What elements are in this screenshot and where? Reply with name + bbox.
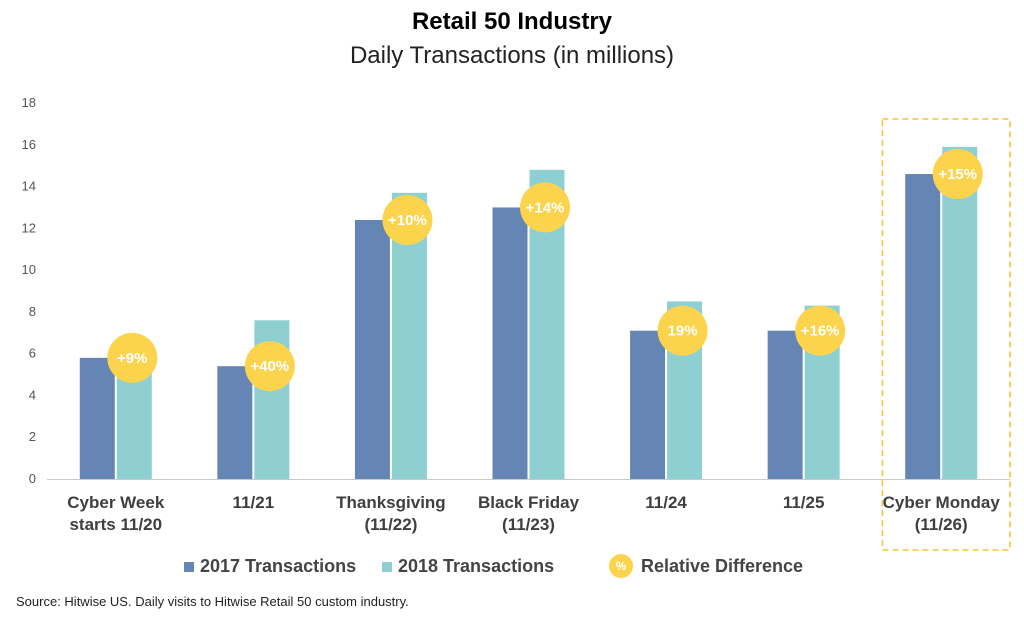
bar-2017 <box>354 219 390 479</box>
difference-label: +10% <box>388 212 427 229</box>
y-tick-label: 16 <box>22 137 36 152</box>
y-tick-label: 12 <box>22 220 36 235</box>
legend-label-2017: 2017 Transactions <box>200 556 357 576</box>
legend-label-2018: 2018 Transactions <box>398 556 555 576</box>
difference-label: +15% <box>938 166 977 183</box>
bar-2017 <box>217 366 253 479</box>
x-tick-label: Thanksgiving <box>336 493 446 512</box>
difference-bubble <box>107 332 158 383</box>
x-tick-label: 11/25 <box>783 493 825 512</box>
x-tick-label: 11/24 <box>645 493 687 512</box>
x-tick-label: Cyber Week <box>67 493 165 512</box>
difference-bubble <box>520 182 570 233</box>
y-tick-label: 2 <box>29 429 36 444</box>
x-tick-label: 11/21 <box>233 493 275 512</box>
difference-bubble <box>932 149 983 200</box>
bar-2017 <box>79 357 115 479</box>
x-tick-label: Cyber Monday <box>883 493 1001 512</box>
difference-bubble <box>244 341 295 392</box>
bar-2018 <box>942 146 978 479</box>
legend-item-difference: % Relative Difference <box>609 554 803 578</box>
x-tick-label: starts 11/20 <box>69 515 162 534</box>
x-tick-label: (11/23) <box>502 515 555 534</box>
x-tick-label: (11/22) <box>364 515 417 534</box>
chart-title: Retail 50 Industry <box>411 8 613 35</box>
legend-label-difference: Relative Difference <box>641 555 804 576</box>
difference-bubble <box>795 305 846 356</box>
difference-bubble <box>382 194 433 245</box>
difference-label: 19% <box>668 323 698 340</box>
difference-label: +16% <box>801 323 840 340</box>
y-tick-label: 10 <box>22 262 36 277</box>
bar-2017 <box>630 330 666 479</box>
y-tick-label: 14 <box>22 179 36 194</box>
difference-bubble <box>657 305 708 356</box>
chart-subtitle: Daily Transactions (in millions) <box>349 42 675 69</box>
difference-label: +9% <box>117 350 147 367</box>
difference-label: +40% <box>250 358 289 375</box>
legend-item-2018: 2018 Transactions <box>382 556 554 577</box>
bar-2017 <box>905 174 941 479</box>
difference-label: +14% <box>526 199 565 216</box>
y-tick-label: 4 <box>29 387 36 402</box>
bar-2017 <box>767 330 803 479</box>
legend-swatch-2018 <box>382 561 392 572</box>
source-note: Source: Hitwise US. Daily visits to Hitw… <box>16 594 409 609</box>
legend-item-2017: 2017 Transactions <box>184 556 356 577</box>
highlight-box <box>881 118 1011 551</box>
x-tick-label: (11/26) <box>915 515 968 534</box>
x-tick-label: Black Friday <box>478 493 580 512</box>
y-tick-label: 18 <box>22 95 36 110</box>
bar-2017 <box>492 207 528 479</box>
percent-icon: % <box>609 554 633 578</box>
y-tick-label: 6 <box>29 346 36 361</box>
legend-swatch-2017 <box>184 561 194 572</box>
y-tick-label: 8 <box>29 304 36 319</box>
y-tick-label: 0 <box>29 471 36 486</box>
